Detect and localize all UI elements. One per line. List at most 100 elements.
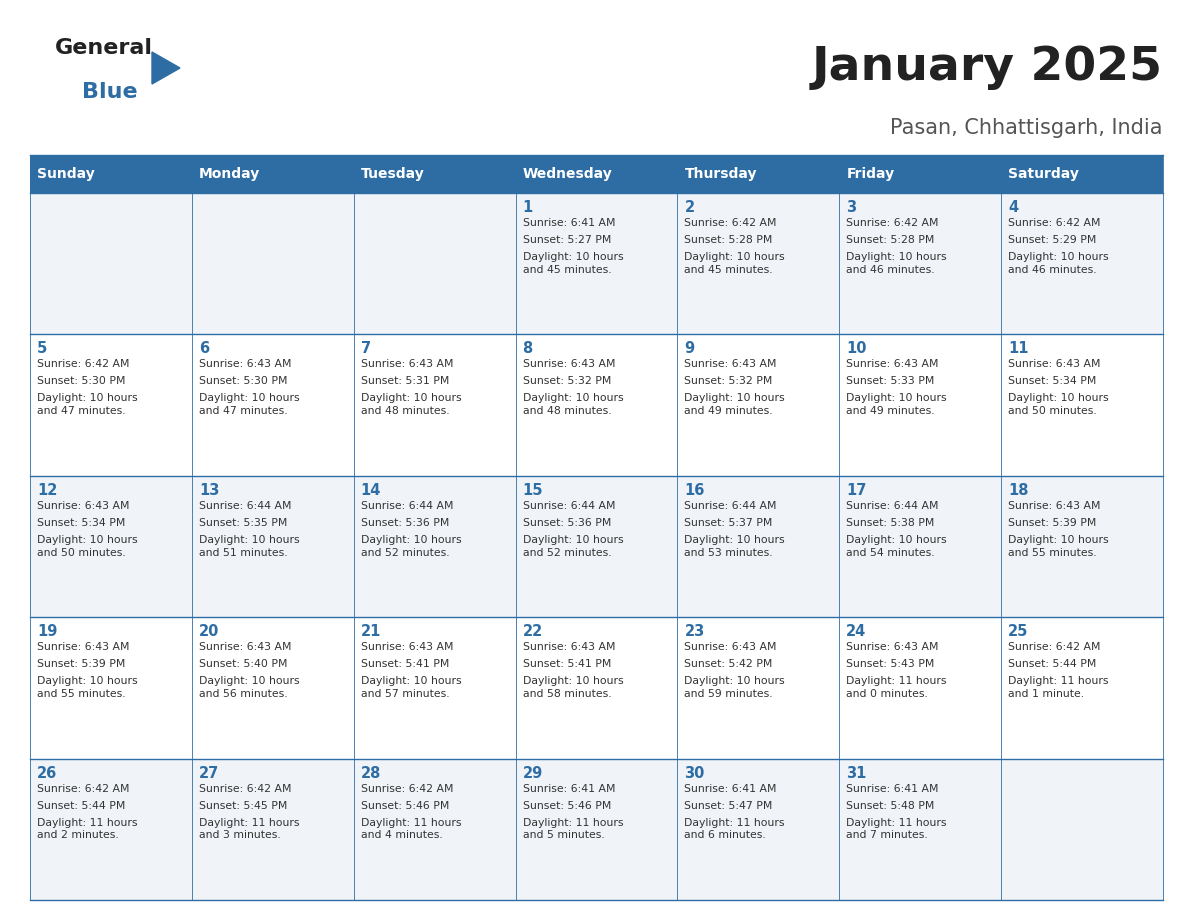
Text: Sunrise: 6:42 AM: Sunrise: 6:42 AM	[846, 218, 939, 228]
Text: 31: 31	[846, 766, 867, 780]
Text: Sunset: 5:29 PM: Sunset: 5:29 PM	[1009, 235, 1097, 245]
Text: Sunrise: 6:42 AM: Sunrise: 6:42 AM	[37, 360, 129, 369]
Text: Saturday: Saturday	[1009, 167, 1079, 181]
Text: Daylight: 11 hours
and 7 minutes.: Daylight: 11 hours and 7 minutes.	[846, 818, 947, 840]
Text: Sunset: 5:46 PM: Sunset: 5:46 PM	[361, 800, 449, 811]
Text: 11: 11	[1009, 341, 1029, 356]
Text: Daylight: 10 hours
and 47 minutes.: Daylight: 10 hours and 47 minutes.	[37, 394, 138, 416]
Text: Sunrise: 6:43 AM: Sunrise: 6:43 AM	[1009, 501, 1100, 510]
Text: Daylight: 10 hours
and 50 minutes.: Daylight: 10 hours and 50 minutes.	[1009, 394, 1108, 416]
Text: Sunset: 5:41 PM: Sunset: 5:41 PM	[523, 659, 611, 669]
Text: Thursday: Thursday	[684, 167, 757, 181]
Text: Sunset: 5:30 PM: Sunset: 5:30 PM	[198, 376, 287, 386]
Text: 27: 27	[198, 766, 219, 780]
Text: Sunset: 5:32 PM: Sunset: 5:32 PM	[684, 376, 773, 386]
Bar	[30, 476, 1163, 617]
Text: Sunrise: 6:43 AM: Sunrise: 6:43 AM	[684, 360, 777, 369]
Text: Sunset: 5:31 PM: Sunset: 5:31 PM	[361, 376, 449, 386]
Text: Sunset: 5:27 PM: Sunset: 5:27 PM	[523, 235, 611, 245]
Text: Sunrise: 6:43 AM: Sunrise: 6:43 AM	[37, 643, 129, 652]
Text: Sunset: 5:39 PM: Sunset: 5:39 PM	[1009, 518, 1097, 528]
Text: Pasan, Chhattisgarh, India: Pasan, Chhattisgarh, India	[891, 118, 1163, 138]
Text: Friday: Friday	[846, 167, 895, 181]
Text: Sunset: 5:35 PM: Sunset: 5:35 PM	[198, 518, 287, 528]
Text: Sunrise: 6:42 AM: Sunrise: 6:42 AM	[37, 784, 129, 793]
Text: Monday: Monday	[198, 167, 260, 181]
Text: Sunrise: 6:41 AM: Sunrise: 6:41 AM	[846, 784, 939, 793]
Text: Sunset: 5:33 PM: Sunset: 5:33 PM	[846, 376, 935, 386]
Text: Sunrise: 6:42 AM: Sunrise: 6:42 AM	[1009, 643, 1100, 652]
Text: Sunrise: 6:42 AM: Sunrise: 6:42 AM	[198, 784, 291, 793]
Text: Daylight: 10 hours
and 45 minutes.: Daylight: 10 hours and 45 minutes.	[684, 252, 785, 274]
Bar	[30, 193, 1163, 334]
Text: Daylight: 10 hours
and 54 minutes.: Daylight: 10 hours and 54 minutes.	[846, 535, 947, 557]
Text: Daylight: 10 hours
and 49 minutes.: Daylight: 10 hours and 49 minutes.	[684, 394, 785, 416]
Text: 2: 2	[684, 200, 695, 215]
Text: Sunrise: 6:41 AM: Sunrise: 6:41 AM	[523, 784, 615, 793]
Text: 9: 9	[684, 341, 695, 356]
Text: Daylight: 10 hours
and 56 minutes.: Daylight: 10 hours and 56 minutes.	[198, 677, 299, 699]
Text: 15: 15	[523, 483, 543, 498]
Bar	[30, 617, 1163, 758]
Text: Wednesday: Wednesday	[523, 167, 612, 181]
Text: Sunday: Sunday	[37, 167, 95, 181]
Text: Sunrise: 6:41 AM: Sunrise: 6:41 AM	[523, 218, 615, 228]
Text: 17: 17	[846, 483, 867, 498]
Text: Daylight: 11 hours
and 2 minutes.: Daylight: 11 hours and 2 minutes.	[37, 818, 138, 840]
Text: 16: 16	[684, 483, 704, 498]
Text: Sunrise: 6:43 AM: Sunrise: 6:43 AM	[523, 360, 615, 369]
Text: Sunrise: 6:44 AM: Sunrise: 6:44 AM	[846, 501, 939, 510]
Text: Daylight: 10 hours
and 47 minutes.: Daylight: 10 hours and 47 minutes.	[198, 394, 299, 416]
Text: Sunset: 5:34 PM: Sunset: 5:34 PM	[37, 518, 126, 528]
Text: 24: 24	[846, 624, 866, 639]
Text: Daylight: 10 hours
and 53 minutes.: Daylight: 10 hours and 53 minutes.	[684, 535, 785, 557]
Text: Sunset: 5:40 PM: Sunset: 5:40 PM	[198, 659, 287, 669]
Text: 8: 8	[523, 341, 533, 356]
Text: 29: 29	[523, 766, 543, 780]
Text: Sunset: 5:39 PM: Sunset: 5:39 PM	[37, 659, 126, 669]
Polygon shape	[152, 52, 181, 84]
Text: 13: 13	[198, 483, 220, 498]
Text: Daylight: 10 hours
and 50 minutes.: Daylight: 10 hours and 50 minutes.	[37, 535, 138, 557]
Text: Daylight: 10 hours
and 57 minutes.: Daylight: 10 hours and 57 minutes.	[361, 677, 461, 699]
Text: Sunset: 5:44 PM: Sunset: 5:44 PM	[37, 800, 126, 811]
Text: 3: 3	[846, 200, 857, 215]
Text: 6: 6	[198, 341, 209, 356]
Text: Sunrise: 6:43 AM: Sunrise: 6:43 AM	[684, 643, 777, 652]
Text: Sunset: 5:30 PM: Sunset: 5:30 PM	[37, 376, 126, 386]
Text: 14: 14	[361, 483, 381, 498]
Text: Sunrise: 6:41 AM: Sunrise: 6:41 AM	[684, 784, 777, 793]
Text: 28: 28	[361, 766, 381, 780]
Text: Sunset: 5:38 PM: Sunset: 5:38 PM	[846, 518, 935, 528]
Text: Sunset: 5:36 PM: Sunset: 5:36 PM	[523, 518, 611, 528]
Text: Sunset: 5:41 PM: Sunset: 5:41 PM	[361, 659, 449, 669]
Text: Daylight: 10 hours
and 46 minutes.: Daylight: 10 hours and 46 minutes.	[846, 252, 947, 274]
Text: Daylight: 11 hours
and 5 minutes.: Daylight: 11 hours and 5 minutes.	[523, 818, 623, 840]
Text: Sunrise: 6:43 AM: Sunrise: 6:43 AM	[523, 643, 615, 652]
Text: Sunset: 5:46 PM: Sunset: 5:46 PM	[523, 800, 611, 811]
Text: Sunset: 5:42 PM: Sunset: 5:42 PM	[684, 659, 773, 669]
Text: 20: 20	[198, 624, 220, 639]
Text: Sunrise: 6:42 AM: Sunrise: 6:42 AM	[1009, 218, 1100, 228]
Text: 25: 25	[1009, 624, 1029, 639]
Text: Sunrise: 6:43 AM: Sunrise: 6:43 AM	[846, 643, 939, 652]
Text: Sunset: 5:34 PM: Sunset: 5:34 PM	[1009, 376, 1097, 386]
Text: 26: 26	[37, 766, 57, 780]
Text: Daylight: 10 hours
and 49 minutes.: Daylight: 10 hours and 49 minutes.	[846, 394, 947, 416]
Text: Sunrise: 6:43 AM: Sunrise: 6:43 AM	[846, 360, 939, 369]
Text: January 2025: January 2025	[813, 45, 1163, 90]
Text: Sunset: 5:37 PM: Sunset: 5:37 PM	[684, 518, 773, 528]
Text: Sunset: 5:28 PM: Sunset: 5:28 PM	[684, 235, 773, 245]
Text: Sunrise: 6:44 AM: Sunrise: 6:44 AM	[523, 501, 615, 510]
Text: Sunrise: 6:44 AM: Sunrise: 6:44 AM	[198, 501, 291, 510]
Text: Sunrise: 6:42 AM: Sunrise: 6:42 AM	[361, 784, 453, 793]
Text: Daylight: 11 hours
and 1 minute.: Daylight: 11 hours and 1 minute.	[1009, 677, 1108, 699]
Text: Blue: Blue	[82, 82, 138, 102]
Text: Sunrise: 6:43 AM: Sunrise: 6:43 AM	[37, 501, 129, 510]
Text: 23: 23	[684, 624, 704, 639]
Text: Daylight: 10 hours
and 55 minutes.: Daylight: 10 hours and 55 minutes.	[1009, 535, 1108, 557]
Text: Daylight: 10 hours
and 48 minutes.: Daylight: 10 hours and 48 minutes.	[523, 394, 624, 416]
Text: Sunset: 5:43 PM: Sunset: 5:43 PM	[846, 659, 935, 669]
Text: Sunrise: 6:43 AM: Sunrise: 6:43 AM	[361, 643, 453, 652]
Text: Sunset: 5:44 PM: Sunset: 5:44 PM	[1009, 659, 1097, 669]
